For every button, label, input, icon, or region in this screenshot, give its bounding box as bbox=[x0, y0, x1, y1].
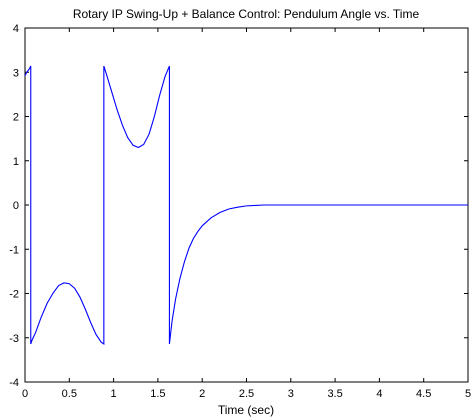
x-tick-label: 3.5 bbox=[327, 388, 342, 400]
y-tick-label: 0 bbox=[13, 200, 19, 212]
pendulum-angle-line bbox=[24, 65, 468, 345]
axis-ticks bbox=[24, 27, 469, 383]
x-tick-label: 1.5 bbox=[150, 388, 165, 400]
x-tick-label: 4 bbox=[376, 388, 382, 400]
y-tick-label: 1 bbox=[13, 156, 19, 168]
x-tick-label: 2 bbox=[199, 388, 205, 400]
y-tick-label: -2 bbox=[9, 289, 19, 301]
x-tick-label: 4.5 bbox=[416, 388, 431, 400]
x-tick-label: 0 bbox=[22, 388, 28, 400]
y-tick-label: 2 bbox=[13, 112, 19, 124]
y-tick-label: -1 bbox=[9, 244, 19, 256]
y-tick-label: 4 bbox=[13, 23, 19, 35]
x-tick-labels: 0 0.5 1 1.5 2 2.5 3 3.5 4 4.5 5 bbox=[22, 388, 471, 400]
y-tick-label: 3 bbox=[13, 67, 19, 79]
x-tick-label: 3 bbox=[288, 388, 294, 400]
x-tick-label: 1 bbox=[111, 388, 117, 400]
y-tick-label: -4 bbox=[9, 377, 19, 389]
y-tick-label: -3 bbox=[9, 333, 19, 345]
x-tick-label: 5 bbox=[465, 388, 471, 400]
y-tick-labels: -4 -3 -2 -1 0 1 2 3 4 bbox=[9, 23, 19, 389]
x-tick-label: 0.5 bbox=[62, 388, 77, 400]
x-axis-label: Time (sec) bbox=[218, 403, 274, 417]
x-tick-label: 2.5 bbox=[239, 388, 254, 400]
chart-title: Rotary IP Swing-Up + Balance Control: Pe… bbox=[73, 7, 420, 21]
